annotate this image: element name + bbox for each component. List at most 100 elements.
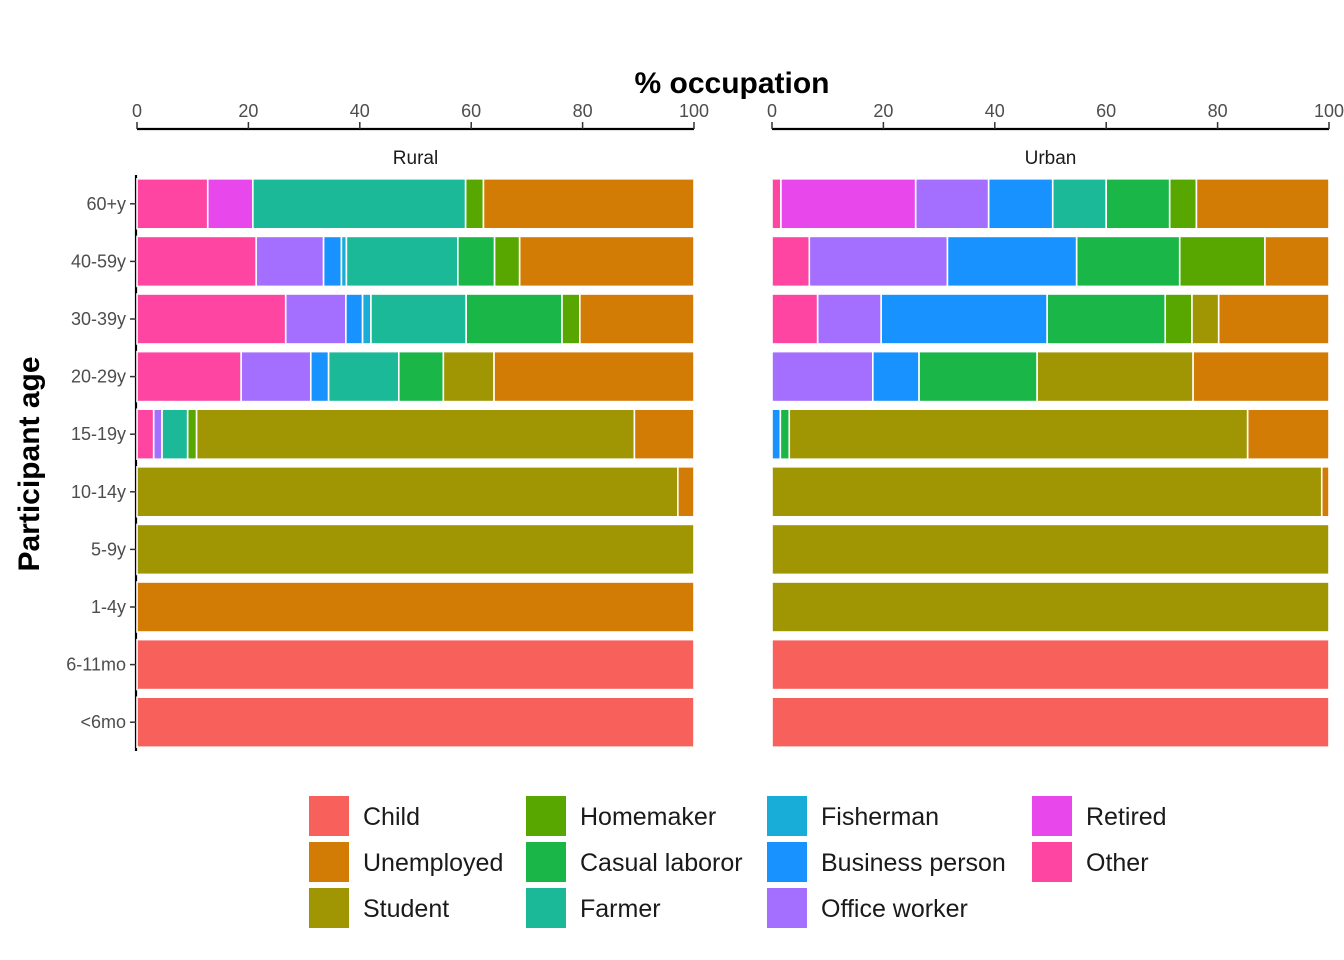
legend-swatch-farmer (526, 888, 566, 928)
x-tick-label: 80 (1208, 101, 1228, 121)
bar-urban-60-y-office-worker (914, 178, 990, 230)
bar-rural-20-29y-student (442, 350, 495, 403)
legend-label-unemployed: Unemployed (363, 849, 503, 877)
bar-rural-15-19y-other (136, 408, 155, 461)
legend-label-child: Child (363, 803, 420, 831)
legend-label-business-person: Business person (821, 849, 1006, 877)
bar-urban-60-y-casual-laboror (1105, 178, 1171, 230)
legend-swatch-other (1032, 842, 1072, 882)
bar-rural-30-39y-unemployed (579, 293, 695, 345)
legend-item-farmer: Farmer (526, 888, 661, 928)
bar-rural-15-19y-student (195, 408, 636, 461)
y-tick-label-6-11mo: 6-11mo (66, 655, 126, 675)
legend-item-casual-laboror: Casual laboror (526, 842, 743, 882)
bar-urban-60-y-other (771, 178, 782, 230)
legend-label-student: Student (363, 895, 449, 923)
bar-rural-40-59y-business-person (322, 235, 343, 288)
bar-urban-10-14y-student (771, 465, 1323, 518)
y-axis-title: Participant age (13, 356, 46, 571)
bar-urban-40-59y-other (771, 235, 811, 288)
bar-urban-20-29y-student (1036, 350, 1194, 403)
bar-urban-60-y-business-person (987, 178, 1054, 230)
bar-rural-30-39y-homemaker (561, 293, 581, 345)
bar-urban-20-29y-unemployed (1192, 350, 1330, 403)
panels: 60+y 40-59y 30-39y 20-29y 15-19y 10-14y 5-9y 1-… (66, 101, 1344, 751)
x-axis-title: % occupation (634, 67, 829, 100)
bar-urban-15-19y-casual-laboror (779, 408, 791, 461)
legend-item-unemployed: Unemployed (309, 842, 503, 882)
y-tick-label-15-19y: 15-19y (71, 424, 126, 444)
panel-urban: 0 20 40 60 80 100 Urban (767, 101, 1344, 749)
panel-rural: 0 20 40 60 80 100 Rural (132, 101, 709, 749)
bar-urban-30-39y-homemaker (1164, 293, 1193, 345)
bar-rural-60-y-unemployed (482, 178, 695, 230)
x-tick-label: 20 (238, 101, 258, 121)
x-tick-label: 60 (461, 101, 481, 121)
y-tick-label-1-4y: 1-4y (91, 597, 126, 617)
bar-rural-15-19y-office-worker (152, 408, 163, 461)
bar-rural-40-59y-farmer (345, 235, 459, 288)
bar-rural-60-y-homemaker (464, 178, 485, 230)
x-tick-label: 100 (679, 101, 709, 121)
panel-label-urban: Urban (1025, 148, 1077, 169)
bar-rural-30-39y-casual-laboror (465, 293, 563, 345)
legend-swatch-child (309, 796, 349, 836)
x-tick-label: 80 (573, 101, 593, 121)
legend-item-retired: Retired (1032, 796, 1167, 836)
bar-rural-60-y-retired (206, 178, 254, 230)
bar-rural-20-29y-office-worker (240, 350, 312, 403)
legend-label-other: Other (1086, 849, 1149, 877)
bar-rural-1-4y-unemployed (136, 581, 695, 633)
legend-label-farmer: Farmer (580, 895, 661, 923)
y-tick-label-60-y: 60+y (86, 194, 126, 214)
bar-urban-40-59y-homemaker (1178, 235, 1266, 288)
bar-urban-30-39y-business-person (880, 293, 1048, 345)
legend: Child Unemployed Student Homemaker Casual la… (309, 796, 1167, 928)
legend-item-fisherman: Fisherman (767, 796, 939, 836)
legend-label-office-worker: Office worker (821, 895, 968, 923)
x-tick-label: 0 (767, 101, 777, 121)
bar-rural-15-19y-unemployed (633, 408, 695, 461)
panel-label-rural: Rural (393, 148, 438, 169)
bar-urban-20-29y-business-person (872, 350, 920, 403)
legend-label-fisherman: Fisherman (821, 803, 939, 831)
bar-urban-60-y-farmer (1051, 178, 1108, 230)
x-tick-label: 40 (985, 101, 1005, 121)
bar-urban-6mo-child (771, 696, 1330, 749)
legend-item-business-person: Business person (767, 842, 1006, 882)
bar-rural-20-29y-other (136, 350, 242, 403)
bar-urban-30-39y-unemployed (1217, 293, 1330, 345)
bar-urban-30-39y-other (771, 293, 819, 345)
bar-rural-10-14y-student (136, 465, 679, 518)
bar-rural-40-59y-homemaker (493, 235, 521, 288)
bar-urban-6-11mo-child (771, 638, 1330, 691)
legend-label-casual-laboror: Casual laboror (580, 849, 743, 877)
legend-item-office-worker: Office worker (767, 888, 968, 928)
bar-rural-40-59y-unemployed (518, 235, 695, 288)
legend-swatch-homemaker (526, 796, 566, 836)
bar-urban-60-y-unemployed (1195, 178, 1330, 230)
bar-urban-1-4y-student (771, 581, 1330, 633)
bar-rural-40-59y-office-worker (255, 235, 325, 288)
bar-urban-5-9y-student (771, 523, 1330, 576)
x-tick-label: 60 (1096, 101, 1116, 121)
y-tick-label-10-14y: 10-14y (71, 482, 126, 502)
bar-rural-30-39y-other (136, 293, 287, 345)
legend-label-retired: Retired (1086, 803, 1167, 831)
bar-urban-40-59y-unemployed (1264, 235, 1330, 288)
bar-urban-10-14y-unemployed (1320, 465, 1330, 518)
bar-rural-30-39y-business-person (345, 293, 364, 345)
bar-rural-5-9y-student (136, 523, 695, 576)
y-tick-label-40-59y: 40-59y (71, 251, 126, 271)
bar-urban-30-39y-office-worker (816, 293, 882, 345)
bar-rural-20-29y-farmer (327, 350, 400, 403)
bar-urban-30-39y-student (1191, 293, 1220, 345)
legend-label-homemaker: Homemaker (580, 803, 716, 831)
x-tick-label: 20 (873, 101, 893, 121)
y-tick-label-30-39y: 30-39y (71, 309, 126, 329)
bar-rural-20-29y-casual-laboror (397, 350, 445, 403)
bar-urban-30-39y-casual-laboror (1046, 293, 1167, 345)
bar-urban-60-y-retired (780, 178, 917, 230)
bar-rural-20-29y-business-person (309, 350, 330, 403)
